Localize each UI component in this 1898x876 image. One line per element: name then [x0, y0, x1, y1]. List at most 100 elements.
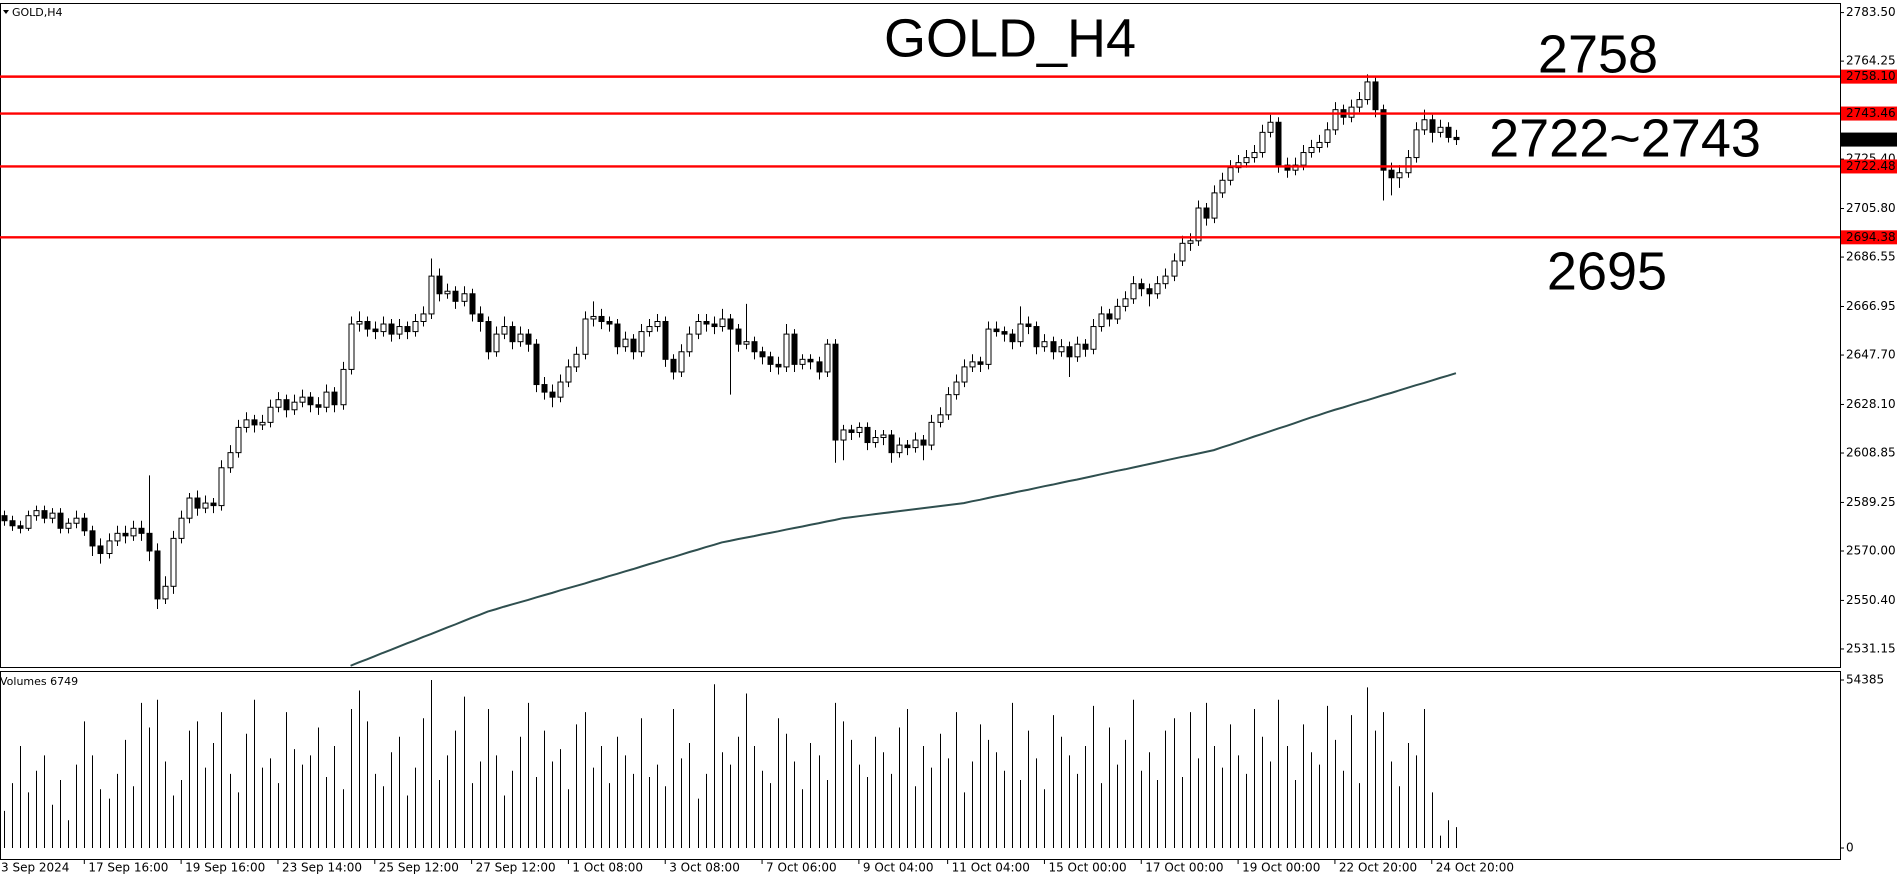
candle-body: [210, 502, 217, 507]
candle-body: [759, 351, 766, 358]
candle-body: [1235, 162, 1242, 169]
x-tick-label: 1 Oct 08:00: [572, 861, 643, 875]
candle-body: [1162, 275, 1169, 285]
y-tick-label: 2705.80: [1846, 201, 1896, 215]
candle-body: [565, 366, 572, 383]
candle-body: [243, 419, 250, 428]
candle-body: [1, 515, 8, 522]
candle-body: [832, 343, 839, 441]
candle-body: [444, 290, 451, 295]
candle-body: [840, 429, 847, 441]
candle-body: [888, 434, 895, 454]
candle-body: [1187, 240, 1194, 244]
candle-body: [227, 452, 234, 469]
annotation: 2722~2743: [1489, 108, 1761, 168]
candle-body: [170, 537, 177, 587]
main-plot: [0, 74, 1840, 667]
candle-body: [348, 323, 355, 370]
candle-body: [1437, 126, 1444, 133]
candle-body: [1017, 323, 1024, 343]
candle-body: [703, 321, 710, 325]
candle-body: [420, 313, 427, 323]
x-tick-label: 15 Oct 00:00: [1048, 861, 1126, 875]
candle-body: [856, 426, 863, 433]
candle-body: [436, 275, 443, 295]
candle-body: [372, 328, 379, 333]
candle-body: [1033, 326, 1040, 348]
candle-body: [428, 275, 435, 315]
y-tick-label: 2628.10: [1846, 397, 1896, 411]
x-tick-label: 19 Sep 16:00: [185, 861, 265, 875]
x-tick-label: 24 Oct 20:00: [1436, 861, 1514, 875]
candle-body: [783, 333, 790, 368]
candle-body: [1041, 341, 1048, 348]
candle-body: [1396, 172, 1403, 179]
candle-body: [323, 391, 330, 408]
candle-body: [106, 540, 113, 555]
y-tick-label: 2666.95: [1846, 299, 1896, 313]
candle-body: [307, 396, 314, 406]
candle-body: [218, 467, 225, 507]
candle-body: [275, 399, 282, 408]
axes: 2783.502764.252725.402705.802686.552666.…: [1, 5, 1897, 875]
y-tick-label: 2531.15: [1846, 641, 1896, 655]
candle-body: [654, 321, 661, 328]
volume-tick-label: 54385: [1846, 673, 1884, 687]
candle-body: [25, 515, 32, 529]
x-tick-label: 25 Sep 12:00: [379, 861, 459, 875]
candle-body: [485, 321, 492, 353]
x-tick-label: 3 Sep 2024: [1, 861, 69, 875]
candle-body: [461, 293, 468, 302]
level-tag: [1841, 106, 1897, 121]
candle-body: [872, 437, 879, 444]
candle-body: [1211, 192, 1218, 219]
level-tag: [1841, 159, 1897, 174]
candle-body: [1348, 106, 1355, 118]
x-tick-label: 17 Sep 16:00: [88, 861, 168, 875]
candle-body: [937, 414, 944, 423]
volume-label: Volumes 6749: [0, 675, 78, 688]
candle-body: [259, 421, 266, 426]
candle-body: [646, 326, 653, 333]
main-panel-frame: [0, 3, 1841, 668]
candle-body: [1356, 99, 1363, 108]
candle-body: [202, 502, 209, 509]
candle-body: [1324, 129, 1331, 143]
candle-body: [178, 517, 185, 539]
candle-body: [1146, 288, 1153, 295]
candle-body: [1308, 146, 1315, 154]
symbol-icon: [3, 10, 9, 14]
candle-body: [1009, 333, 1016, 343]
candle-body: [678, 351, 685, 373]
candle-body: [1001, 331, 1008, 335]
candle-body: [138, 527, 145, 534]
level-tag: [1841, 69, 1897, 84]
level-tag-label: 2694.38: [1846, 230, 1896, 244]
candle-body: [283, 399, 290, 411]
candle-body: [751, 341, 758, 353]
candle-body: [557, 381, 564, 398]
candle-body: [469, 293, 476, 315]
candle-body: [1453, 136, 1460, 141]
y-tick-label: 2783.50: [1846, 5, 1896, 19]
candle-body: [969, 361, 976, 368]
candle-body: [452, 290, 459, 302]
candle-body: [331, 391, 338, 406]
candle-body: [735, 328, 742, 345]
candle-body: [695, 321, 702, 335]
candle-body: [9, 520, 16, 527]
candle-body: [154, 550, 161, 600]
candle-body: [791, 333, 798, 365]
candle-body: [267, 406, 274, 423]
candle-body: [1332, 109, 1339, 131]
volume-plot: [4, 680, 1457, 848]
candle-body: [816, 361, 823, 373]
y-tick-label: 2764.25: [1846, 54, 1896, 68]
candle-body: [824, 343, 831, 373]
candle-body: [896, 444, 903, 454]
candle-body: [493, 333, 500, 353]
candle-body: [622, 338, 629, 348]
candle-body: [1405, 157, 1412, 174]
